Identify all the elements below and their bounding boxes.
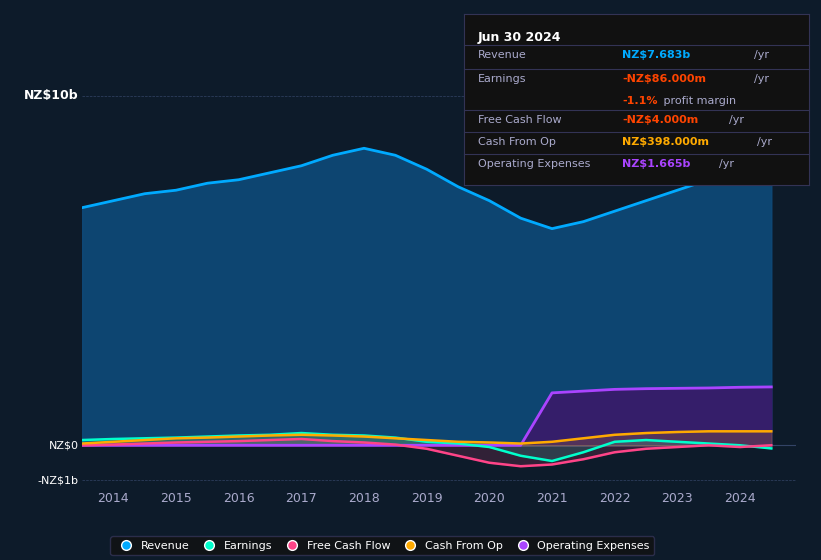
Text: /yr: /yr	[757, 137, 772, 147]
Text: -1.1%: -1.1%	[622, 96, 658, 106]
Text: NZ$7.683b: NZ$7.683b	[622, 50, 690, 60]
Text: /yr: /yr	[729, 115, 745, 125]
Text: -NZ$1b: -NZ$1b	[38, 475, 79, 485]
Text: /yr: /yr	[719, 159, 734, 169]
Text: Revenue: Revenue	[478, 50, 526, 60]
Text: profit margin: profit margin	[660, 96, 736, 106]
Legend: Revenue, Earnings, Free Cash Flow, Cash From Op, Operating Expenses: Revenue, Earnings, Free Cash Flow, Cash …	[110, 536, 654, 555]
Text: Earnings: Earnings	[478, 74, 526, 84]
Text: NZ$398.000m: NZ$398.000m	[622, 137, 709, 147]
Text: /yr: /yr	[754, 50, 768, 60]
Text: -NZ$86.000m: -NZ$86.000m	[622, 74, 707, 84]
Text: NZ$0: NZ$0	[48, 440, 79, 450]
Text: NZ$10b: NZ$10b	[24, 90, 79, 102]
Text: Jun 30 2024: Jun 30 2024	[478, 31, 562, 44]
Text: Free Cash Flow: Free Cash Flow	[478, 115, 562, 125]
Text: Operating Expenses: Operating Expenses	[478, 159, 590, 169]
Text: NZ$1.665b: NZ$1.665b	[622, 159, 690, 169]
Text: /yr: /yr	[754, 74, 768, 84]
Text: -NZ$4.000m: -NZ$4.000m	[622, 115, 699, 125]
Text: Cash From Op: Cash From Op	[478, 137, 556, 147]
